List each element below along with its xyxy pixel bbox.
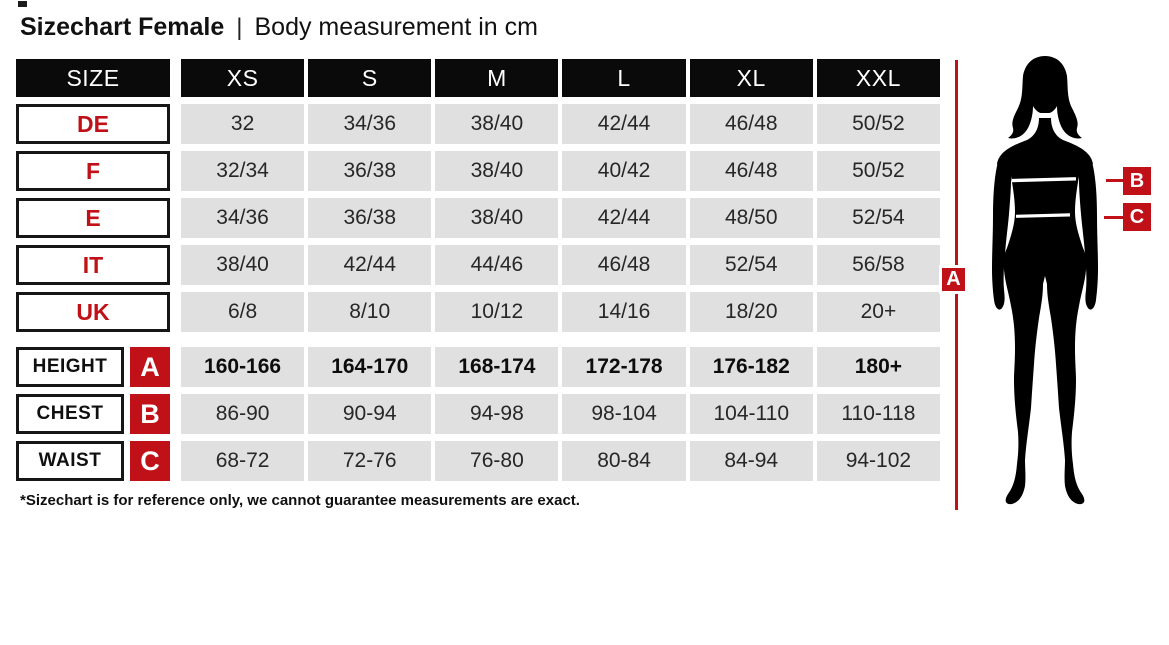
size-cell-e-xl: 48/50 — [689, 198, 813, 238]
waist-marker-tick — [1104, 216, 1123, 219]
female-silhouette-figure — [992, 56, 1098, 505]
size-cell-e-m: 38/40 — [435, 198, 559, 238]
silhouette-hair — [1008, 56, 1082, 139]
figure-marker-a: A — [939, 265, 968, 294]
height-cell-s: 164-170 — [308, 347, 432, 387]
page-title-subtitle: Body measurement in cm — [254, 13, 538, 41]
size-conversion-table: SIZE XS S M L XL XXL DE 32 34/36 38/40 4… — [16, 59, 940, 332]
size-cell-de-s: 34/36 — [308, 104, 432, 144]
column-header-s: S — [308, 59, 432, 97]
marker-b-badge: B — [130, 394, 170, 434]
chest-cell-xl: 104-110 — [689, 394, 813, 434]
size-cell-it-l: 46/48 — [562, 245, 686, 285]
size-cell-f-l: 40/42 — [562, 151, 686, 191]
silhouette-body — [997, 118, 1093, 505]
size-cell-uk-xs: 6/8 — [181, 292, 305, 332]
chest-cell-s: 90-94 — [308, 394, 432, 434]
height-cell-xs: 160-166 — [181, 347, 305, 387]
row-label-chest: CHEST — [16, 394, 124, 434]
column-header-xl: XL — [689, 59, 813, 97]
column-header-xs: XS — [181, 59, 305, 97]
size-cell-e-xs: 34/36 — [181, 198, 305, 238]
waist-cell-m: 76-80 — [435, 441, 559, 481]
size-cell-it-m: 44/46 — [435, 245, 559, 285]
size-cell-de-l: 42/44 — [562, 104, 686, 144]
column-header-size: SIZE — [16, 59, 170, 97]
size-cell-de-xxl: 50/52 — [816, 104, 940, 144]
size-cell-it-xs: 38/40 — [181, 245, 305, 285]
row-header-waist: WAIST C — [16, 441, 170, 481]
size-cell-uk-m: 10/12 — [435, 292, 559, 332]
column-header-l: L — [562, 59, 686, 97]
row-header-height: HEIGHT A — [16, 347, 170, 387]
size-cell-de-xs: 32 — [181, 104, 305, 144]
column-header-m: M — [435, 59, 559, 97]
row-label-de: DE — [16, 104, 170, 144]
height-cell-l: 172-178 — [562, 347, 686, 387]
size-cell-e-s: 36/38 — [308, 198, 432, 238]
chest-cell-xxl: 110-118 — [816, 394, 940, 434]
size-cell-de-xl: 46/48 — [689, 104, 813, 144]
size-cell-de-m: 38/40 — [435, 104, 559, 144]
size-cell-it-s: 42/44 — [308, 245, 432, 285]
row-label-height: HEIGHT — [16, 347, 124, 387]
title-separator: | — [236, 14, 243, 41]
row-header-chest: CHEST B — [16, 394, 170, 434]
disclaimer-text: *Sizechart is for reference only, we can… — [20, 492, 580, 509]
row-label-uk: UK — [16, 292, 170, 332]
waist-cell-s: 72-76 — [308, 441, 432, 481]
size-cell-f-xl: 46/48 — [689, 151, 813, 191]
size-cell-e-l: 42/44 — [562, 198, 686, 238]
row-label-waist: WAIST — [16, 441, 124, 481]
size-cell-uk-l: 14/16 — [562, 292, 686, 332]
chest-cell-m: 94-98 — [435, 394, 559, 434]
figure-marker-c: C — [1123, 203, 1151, 231]
figure-marker-b: B — [1123, 167, 1151, 195]
height-cell-xxl: 180+ — [816, 347, 940, 387]
size-cell-uk-xl: 18/20 — [689, 292, 813, 332]
silhouette-right-arm — [1065, 142, 1098, 310]
size-cell-it-xl: 52/54 — [689, 245, 813, 285]
waist-band-line — [1015, 213, 1071, 218]
page-title: Sizechart Female | Body measurement in cm — [20, 13, 538, 42]
chest-marker-tick — [1106, 179, 1123, 182]
marker-a-badge: A — [130, 347, 170, 387]
size-cell-uk-s: 8/10 — [308, 292, 432, 332]
body-measurement-table: HEIGHT A 160-166 164-170 168-174 172-178… — [16, 347, 940, 481]
height-cell-m: 168-174 — [435, 347, 559, 387]
chest-cell-l: 98-104 — [562, 394, 686, 434]
waist-cell-xl: 84-94 — [689, 441, 813, 481]
chest-cell-xs: 86-90 — [181, 394, 305, 434]
size-cell-e-xxl: 52/54 — [816, 198, 940, 238]
size-cell-uk-xxl: 20+ — [816, 292, 940, 332]
row-label-f: F — [16, 151, 170, 191]
marker-c-badge: C — [130, 441, 170, 481]
silhouette-left-arm — [992, 142, 1025, 310]
top-edge-artifact — [18, 1, 27, 7]
size-cell-f-xs: 32/34 — [181, 151, 305, 191]
waist-cell-xs: 68-72 — [181, 441, 305, 481]
waist-cell-xxl: 94-102 — [816, 441, 940, 481]
size-cell-f-m: 38/40 — [435, 151, 559, 191]
chest-band-line — [1011, 177, 1077, 183]
height-cell-xl: 176-182 — [689, 347, 813, 387]
waist-cell-l: 80-84 — [562, 441, 686, 481]
size-cell-it-xxl: 56/58 — [816, 245, 940, 285]
size-cell-f-s: 36/38 — [308, 151, 432, 191]
row-label-it: IT — [16, 245, 170, 285]
page-title-product: Sizechart Female — [20, 13, 225, 41]
row-label-e: E — [16, 198, 170, 238]
size-cell-f-xxl: 50/52 — [816, 151, 940, 191]
column-header-xxl: XXL — [816, 59, 940, 97]
